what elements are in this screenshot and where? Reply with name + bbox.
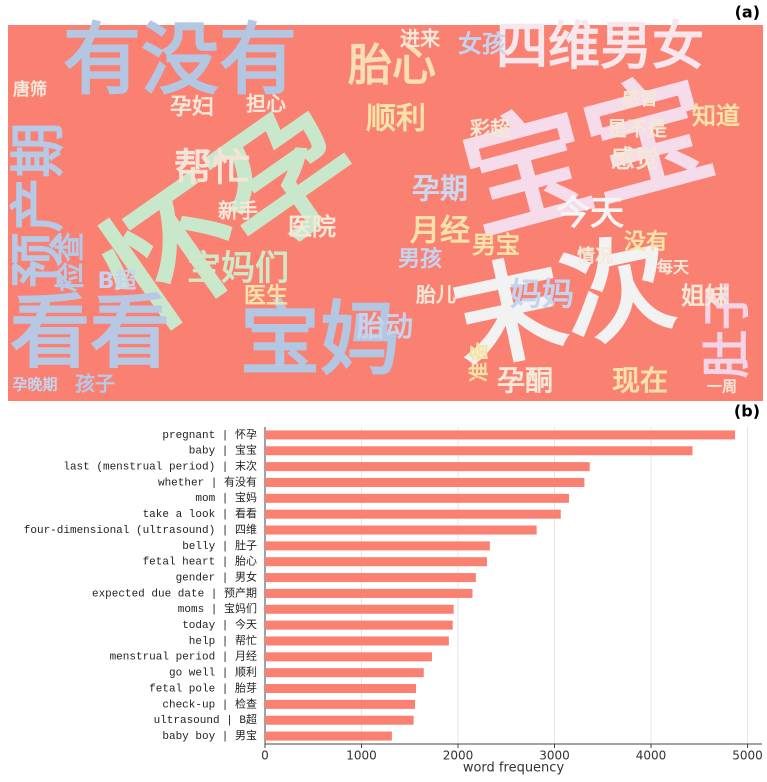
bar	[265, 493, 569, 503]
y-tick-label: go well | 顺利	[169, 666, 257, 680]
bar	[265, 573, 476, 583]
x-axis-label: word frequency	[463, 761, 565, 776]
cloud-word: 顺利	[366, 102, 426, 137]
cloud-word: 感冒	[622, 88, 658, 110]
cloud-word: 孩子	[75, 372, 115, 396]
cloud-word: 检查	[54, 232, 89, 292]
cloud-word: 胎心	[347, 40, 436, 91]
bar	[265, 699, 416, 709]
cloud-word: 今天	[556, 194, 624, 234]
y-tick-label: baby boy | 男宝	[162, 728, 257, 743]
cloud-word: 唐筛	[13, 79, 47, 100]
cloud-word: 彩超	[469, 117, 511, 141]
panel-label: (a)	[735, 3, 760, 22]
cloud-word: 医院	[288, 213, 336, 241]
y-tick-label: mom | 宝妈	[195, 490, 257, 505]
cloud-word: 四维男女	[496, 17, 704, 77]
cloud-word: 担心	[246, 92, 286, 116]
x-tick-label: 4000	[636, 749, 667, 763]
cloud-word: 感觉	[611, 145, 659, 173]
bar	[265, 684, 417, 694]
y-tick-label: moms | 宝妈们	[178, 601, 257, 616]
cloud-word: 胎动	[357, 310, 413, 343]
cloud-word: 看看	[10, 286, 170, 379]
cloud-word: 宝妈	[240, 293, 400, 386]
cloud-word: 胎儿	[415, 283, 456, 307]
y-tick-label: four-dimensional (ultrasound) | 四维	[24, 523, 257, 537]
cloud-word: 孕晚期	[12, 376, 57, 394]
cloud-word: B超	[98, 269, 138, 294]
y-tick-label: fetal pole | 胎芽	[149, 680, 257, 695]
cloud-word: 预产期	[6, 122, 70, 287]
cloud-word: 宝妈们	[187, 249, 289, 289]
wordcloud-background	[8, 25, 763, 401]
y-tick-label: last (menstrual period) | 末次	[63, 459, 257, 474]
bar	[265, 636, 449, 646]
bar	[265, 715, 414, 725]
cloud-word: 孕妇	[170, 94, 214, 120]
cloud-word: 医生	[244, 284, 288, 309]
cloud-word: 女孩	[458, 30, 506, 58]
y-tick-label: expected due date | 预产期	[92, 585, 257, 600]
y-tick-label: ultrasound | B超	[154, 712, 257, 727]
y-tick-label: help | 帮忙	[189, 633, 257, 648]
bar	[265, 477, 585, 487]
y-tick-label: whether | 有没有	[158, 474, 257, 489]
cloud-word: 知道	[692, 102, 740, 130]
cloud-word: 肚子	[699, 282, 755, 378]
cloud-word: 妈妈	[510, 275, 574, 313]
bar	[265, 462, 590, 472]
y-tick-label: today | 今天	[182, 617, 257, 632]
cloud-word: 没有	[624, 229, 668, 255]
y-tick-label: take a look | 看看	[143, 506, 257, 521]
bar	[265, 731, 392, 741]
bar	[265, 557, 487, 567]
cloud-word: 帮忙	[174, 146, 250, 190]
cloud-word: 现在	[612, 364, 668, 397]
x-tick-label: 1000	[346, 749, 377, 763]
bar	[265, 541, 490, 551]
x-tick-label: 2000	[443, 749, 474, 763]
y-tick-label: belly | 肚子	[182, 538, 257, 553]
bar	[265, 430, 735, 440]
x-tick-label: 3000	[539, 749, 570, 763]
y-tick-label: pregnant | 怀孕	[162, 428, 257, 442]
bar	[265, 620, 453, 630]
cloud-word: 姐妹	[681, 282, 729, 310]
bar	[265, 604, 454, 614]
cloud-word: 孕期	[412, 172, 468, 205]
x-tick-label: 5000	[732, 749, 763, 763]
cloud-word: 男宝	[472, 231, 520, 259]
cloud-word: 准备	[467, 341, 491, 382]
bar	[265, 509, 561, 519]
y-tick-label: fetal heart | 胎心	[143, 554, 257, 569]
y-tick-label: gender | 男女	[176, 569, 257, 584]
panel-label: (b)	[734, 402, 760, 421]
cloud-word: 男孩	[398, 246, 442, 272]
cloud-word: 孕酮	[497, 364, 553, 397]
cloud-word: 新手	[218, 199, 258, 223]
cloud-word: 有没有	[63, 15, 297, 105]
cloud-word: 是不是	[606, 117, 667, 141]
bar	[265, 446, 693, 456]
y-tick-label: check-up | 检查	[162, 696, 257, 711]
cloud-word: 每天	[657, 258, 690, 277]
cloud-word: 情况	[577, 246, 613, 267]
cloud-word: 月经	[410, 214, 470, 249]
y-tick-label: baby | 宝宝	[189, 443, 257, 458]
bar	[265, 668, 424, 678]
cloud-word: 一周	[707, 378, 737, 396]
cloud-word: 进来	[400, 27, 441, 51]
x-tick-label: 0	[261, 749, 269, 763]
bar	[265, 525, 537, 535]
bar	[265, 652, 432, 662]
bar	[265, 588, 473, 598]
y-tick-label: menstrual period | 月经	[110, 650, 257, 664]
